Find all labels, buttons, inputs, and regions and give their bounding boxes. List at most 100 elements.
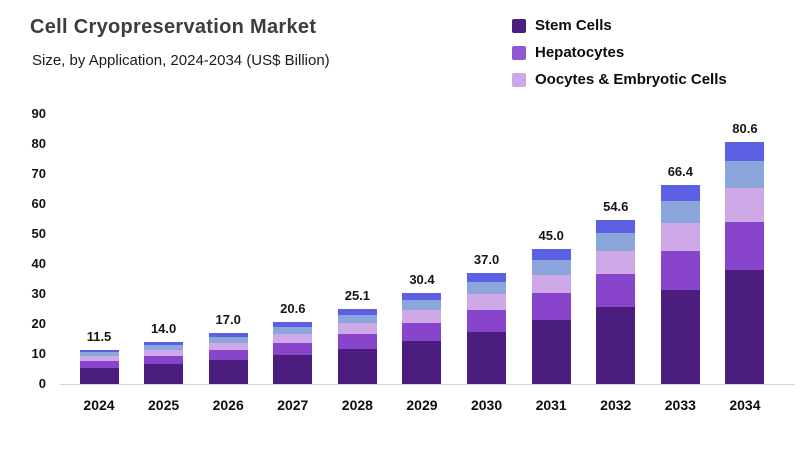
y-tick-label: 10 — [31, 346, 46, 361]
bar-segment — [208, 360, 248, 384]
bar-segment — [725, 161, 765, 189]
bar-segment — [467, 281, 507, 295]
chart-title: Cell Cryopreservation Market — [30, 16, 317, 38]
legend-swatch — [512, 45, 526, 60]
bar-stack — [273, 322, 313, 384]
y-tick-label: 80 — [31, 136, 46, 151]
bar-stack — [725, 142, 765, 384]
bar-group: 80.6 — [723, 121, 767, 384]
bar-group: 14.0 — [142, 321, 186, 384]
bar-segment — [660, 184, 700, 201]
bar-stack — [79, 349, 119, 384]
x-tick-label: 2030 — [470, 397, 503, 413]
bar-segment — [725, 142, 765, 162]
bar-segment — [660, 222, 700, 251]
x-tick-label: 2028 — [341, 397, 373, 413]
bar-value-label: 11.5 — [86, 328, 112, 344]
bar-segment — [596, 251, 636, 275]
bar-segment — [660, 200, 700, 223]
bar-stack — [596, 220, 636, 384]
x-tick-label: 2024 — [83, 397, 115, 413]
y-tick-label: 0 — [38, 376, 46, 391]
legend-label: Hepatocytes — [535, 44, 625, 61]
x-tick-label: 2033 — [664, 397, 696, 413]
y-tick-label: 90 — [31, 106, 46, 121]
bar-segment — [79, 356, 119, 361]
bar-segment — [273, 322, 313, 328]
legend: Stem Cells Hepatocytes Oocytes & Embryotic… — [512, 17, 727, 88]
bar-segment — [467, 309, 507, 332]
bar-value-label: 17.0 — [215, 312, 241, 328]
bar-group: 66.4 — [658, 164, 702, 384]
bar-segment — [402, 292, 442, 301]
y-tick-label: 50 — [31, 226, 46, 241]
legend-item: Stem Cells — [512, 17, 727, 34]
bar-segment — [144, 355, 184, 365]
bar-segment — [79, 352, 119, 357]
baseline — [60, 384, 795, 385]
bar-stack — [467, 273, 507, 384]
bar-stack — [660, 184, 700, 384]
bar-segment — [725, 270, 765, 384]
bar-segment — [208, 336, 248, 343]
y-tick-label: 60 — [31, 196, 46, 211]
bar-segment — [144, 349, 184, 356]
bars-row: 11.5 14.0 17.0 20.6 25.1 30.4 37.0 45.0 54.6 66.4… — [77, 74, 767, 384]
bar-value-label: 20.6 — [280, 301, 306, 317]
bar-segment — [337, 314, 377, 324]
bar-segment — [531, 293, 571, 321]
bar-segment — [273, 327, 313, 334]
bar-value-label: 37.0 — [473, 252, 500, 268]
x-tick-label: 2025 — [148, 397, 180, 413]
bar-segment — [144, 345, 184, 350]
bar-segment — [273, 342, 313, 355]
bar-segment — [725, 222, 765, 271]
bar-group: 37.0 — [465, 252, 509, 384]
bar-segment — [596, 306, 636, 384]
bar-segment — [402, 309, 442, 323]
bar-group: 25.1 — [335, 288, 379, 384]
bar-group: 17.0 — [206, 312, 250, 384]
bar-value-label: 45.0 — [538, 228, 564, 244]
bar-stack — [144, 342, 184, 384]
bar-segment — [596, 233, 636, 252]
bar-group: 54.6 — [594, 199, 638, 384]
legend-item: Oocytes & Embryotic Cells — [512, 71, 727, 88]
bar-segment — [402, 300, 442, 310]
bar-value-label: 66.4 — [667, 163, 693, 179]
x-axis: 2024 2025 2026 2027 2028 2029 2030 2031 2032 2033… — [77, 397, 767, 413]
legend-swatch — [512, 18, 526, 33]
bar-segment — [467, 331, 507, 384]
bar-value-label: 80.6 — [732, 121, 758, 137]
bar-segment — [208, 342, 248, 350]
bar-value-label: 14.0 — [150, 321, 177, 337]
bar-segment — [596, 220, 636, 234]
y-tick-label: 30 — [31, 286, 46, 301]
bar-segment — [208, 333, 248, 337]
bar-segment — [660, 290, 700, 384]
bar-group: 20.6 — [271, 301, 315, 384]
bar-segment — [79, 367, 119, 384]
bar-segment — [337, 308, 377, 315]
bar-segment — [402, 341, 442, 384]
bar-segment — [531, 320, 571, 384]
bar-segment — [531, 249, 571, 260]
bar-segment — [467, 294, 507, 310]
bar-stack — [337, 308, 377, 384]
bar-segment — [144, 342, 184, 346]
chart-subtitle: Size, by Application, 2024-2034 (US$ Bil… — [32, 52, 330, 69]
legend-swatch — [512, 72, 526, 87]
bar-segment — [337, 333, 377, 349]
bar-segment — [531, 274, 571, 294]
bar-segment — [596, 274, 636, 307]
y-tick-label: 40 — [31, 256, 46, 271]
bar-value-label: 54.6 — [603, 199, 629, 215]
bar-value-label: 30.4 — [409, 271, 435, 287]
bar-group: 45.0 — [529, 228, 573, 384]
bar-stack — [531, 249, 571, 384]
bar-segment — [273, 333, 313, 343]
x-tick-label: 2026 — [212, 397, 244, 413]
y-tick-label: 70 — [31, 166, 46, 181]
x-tick-label: 2031 — [535, 397, 567, 413]
